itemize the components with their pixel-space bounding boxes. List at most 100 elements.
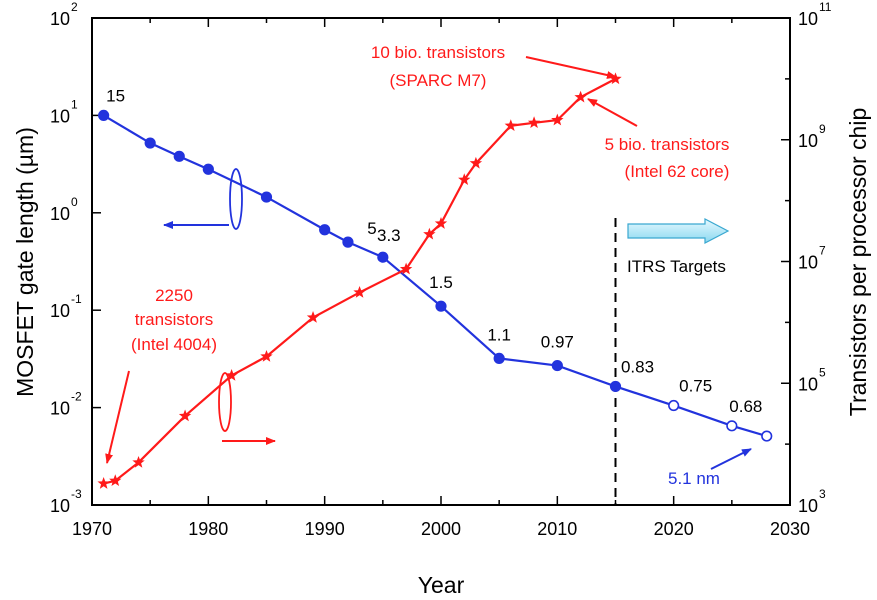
series-line-transistors	[103, 77, 617, 485]
gate-length-value-label: 5	[367, 219, 376, 238]
gate-length-point	[377, 251, 389, 263]
svg-text:-2: -2	[71, 390, 82, 404]
red-series-ellipse	[218, 372, 232, 432]
annotation-sparc: 10 bio. transistors (SPARC M7)	[371, 43, 617, 90]
svg-text:10: 10	[798, 253, 818, 273]
gate-length-point	[493, 352, 505, 364]
transistor-point	[132, 455, 145, 468]
svg-text:10: 10	[798, 496, 818, 516]
x-tick-label: 2000	[421, 519, 461, 539]
axis-ticks	[91, 17, 791, 506]
transistor-point	[504, 119, 517, 131]
transistor-point	[306, 311, 320, 323]
svg-text:10: 10	[50, 399, 70, 419]
svg-text:9: 9	[819, 122, 826, 136]
y-left-tick-label: 100	[50, 195, 78, 224]
gate-length-point	[319, 224, 331, 236]
transistor-point	[353, 285, 366, 298]
svg-text:5.1 nm: 5.1 nm	[668, 469, 720, 488]
left-y-axis-title: MOSFET gate length (µm)	[12, 127, 38, 397]
svg-text:2250: 2250	[155, 286, 193, 305]
gate-length-point	[260, 191, 273, 203]
gate-length-point	[144, 137, 156, 149]
svg-text:1: 1	[71, 97, 78, 111]
gate-length-point	[609, 380, 622, 393]
x-tick-label: 2020	[654, 519, 694, 539]
x-tick-labels: 1970 1980 1990 2000 2010 2020 2030	[72, 519, 810, 539]
gate-length-point	[173, 150, 185, 162]
transistor-point	[109, 474, 122, 487]
y-left-tick-label: 10-2	[50, 390, 82, 419]
svg-text:0: 0	[71, 195, 78, 209]
gate-length-value-label: 0.68	[729, 397, 762, 416]
y-left-tick-label: 10-1	[50, 292, 82, 321]
transistor-point	[551, 113, 564, 126]
transistor-point	[423, 227, 436, 240]
y-left-tick-label: 101	[50, 97, 78, 126]
transistor-point	[225, 369, 238, 381]
svg-text:-3: -3	[71, 487, 82, 501]
gate-length-value-label: 3.3	[377, 226, 401, 245]
gate-length-labels: 15 5 3.3 1.5 1.1 0.97 0.83 0.75 0.68	[106, 86, 762, 415]
gate-length-point	[761, 430, 773, 442]
svg-text:2: 2	[71, 0, 78, 14]
svg-text:5: 5	[819, 365, 826, 379]
svg-text:10 bio. transistors: 10 bio. transistors	[371, 43, 505, 62]
left-y-tick-labels: 10-3 10-2 10-1 100 101 102	[50, 0, 82, 516]
y-right-tick-label: 109	[798, 122, 826, 151]
gate-length-value-label: 0.97	[541, 333, 574, 352]
svg-text:3: 3	[819, 487, 826, 501]
y-right-tick-label: 107	[798, 244, 826, 273]
y-right-tick-label: 105	[798, 365, 826, 394]
transistor-point	[260, 350, 273, 362]
svg-text:10: 10	[798, 9, 818, 29]
blue-series-ellipse	[229, 168, 243, 230]
svg-text:10: 10	[798, 374, 818, 394]
gate-length-value-label: 0.83	[621, 357, 654, 376]
y-left-tick-label: 102	[50, 0, 78, 29]
gate-length-point	[98, 109, 110, 121]
svg-text:(Intel 4004): (Intel 4004)	[131, 335, 217, 354]
svg-text:10: 10	[50, 9, 70, 29]
right-y-axis-title: Transistors per processor chip	[845, 108, 871, 416]
svg-text:10: 10	[50, 106, 70, 126]
svg-text:10: 10	[50, 204, 70, 224]
gate-length-value-label: 1.1	[487, 325, 511, 344]
transistor-point	[434, 217, 448, 229]
annotation-end-node: 5.1 nm	[668, 448, 752, 488]
svg-text:10: 10	[50, 496, 70, 516]
svg-text:(Intel 62 core): (Intel 62 core)	[625, 162, 730, 181]
x-tick-label: 1970	[72, 519, 112, 539]
transistor-point	[399, 262, 413, 275]
svg-text:7: 7	[819, 244, 826, 258]
x-tick-label: 2030	[770, 519, 810, 539]
svg-text:10: 10	[50, 301, 70, 321]
gate-length-point	[551, 359, 563, 372]
transistor-point	[97, 477, 110, 489]
x-tick-label: 1980	[188, 519, 228, 539]
x-tick-label: 1990	[305, 519, 345, 539]
gate-length-value-label: 0.75	[679, 377, 712, 396]
series-points-gate-length	[98, 109, 773, 442]
y-left-tick-label: 10-3	[50, 487, 82, 516]
svg-text:-1: -1	[71, 292, 82, 306]
gate-length-point	[435, 300, 447, 312]
x-tick-label: 2010	[537, 519, 577, 539]
annotation-intel-4004: 2250 transistors (Intel 4004)	[105, 286, 217, 464]
annotation-intel-62: 5 bio. transistors (Intel 62 core)	[587, 98, 730, 181]
y-right-tick-label: 103	[798, 487, 826, 516]
itrs-arrow-icon	[627, 218, 730, 244]
transistor-point	[469, 156, 483, 169]
gate-length-point	[726, 420, 738, 432]
itrs-label: ITRS Targets	[627, 257, 726, 276]
transistor-point	[527, 116, 541, 129]
transistor-point	[178, 409, 192, 422]
x-axis-title: Year	[418, 572, 465, 598]
gate-length-point	[202, 163, 214, 175]
transistor-point	[574, 90, 587, 103]
svg-text:transistors: transistors	[135, 310, 213, 329]
svg-text:(SPARC M7): (SPARC M7)	[390, 71, 487, 90]
